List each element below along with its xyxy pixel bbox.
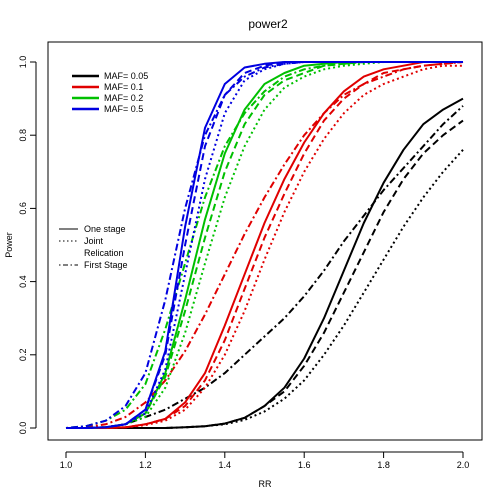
x-tick-label: 1.2 [139, 460, 152, 470]
x-tick-label: 1.8 [377, 460, 390, 470]
x-tick-label: 1.6 [298, 460, 311, 470]
series-line-6 [66, 64, 463, 429]
series-line-11 [65, 61, 463, 429]
series-line-12 [66, 61, 463, 429]
axes: 1.0 1.2 1.4 1.6 1.8 2.0 0.0 0.2 0.4 0.6 0.8 1.0 [18, 56, 469, 470]
y-tick-label: 0.6 [18, 202, 28, 215]
series-line-5 [66, 61, 464, 429]
y-tick-label: 1.0 [18, 56, 28, 69]
x-axis-title: RR [259, 479, 272, 489]
x-tick-label: 1.4 [219, 460, 232, 470]
legend-label: MAF= 0.1 [104, 82, 143, 92]
legend-label: MAF= 0.5 [104, 104, 143, 114]
legend-style-label: Relication [84, 248, 124, 258]
y-tick-label: 0.4 [18, 275, 28, 288]
legend-style-label: One stage [84, 224, 126, 234]
series-line-2 [66, 149, 464, 429]
plot-frame [47, 41, 483, 441]
x-tick-label: 2.0 [457, 460, 470, 470]
y-axis-title: Power [4, 232, 14, 258]
legend-label: MAF= 0.05 [104, 71, 148, 81]
y-tick-label: 0.2 [18, 349, 28, 362]
series-line-14 [66, 61, 463, 429]
series-line-15 [65, 61, 463, 429]
legend-style-label: Joint [84, 236, 104, 246]
series-line-8 [66, 61, 463, 429]
series-line-4 [66, 61, 463, 429]
x-tick-label: 1.0 [60, 460, 73, 470]
style-legend: One stage Joint Relication First Stage [59, 224, 128, 270]
legend-style-label: First Stage [84, 260, 128, 270]
series-line-9 [66, 61, 463, 429]
series-line-10 [66, 61, 463, 429]
y-tick-label: 0.8 [18, 129, 28, 142]
series-line-13 [66, 61, 463, 429]
series-lines [65, 61, 464, 429]
legend-label: MAF= 0.2 [104, 93, 143, 103]
y-tick-label: 0.0 [18, 422, 28, 435]
series-line-7 [65, 61, 464, 429]
chart-title: power2 [248, 17, 288, 31]
